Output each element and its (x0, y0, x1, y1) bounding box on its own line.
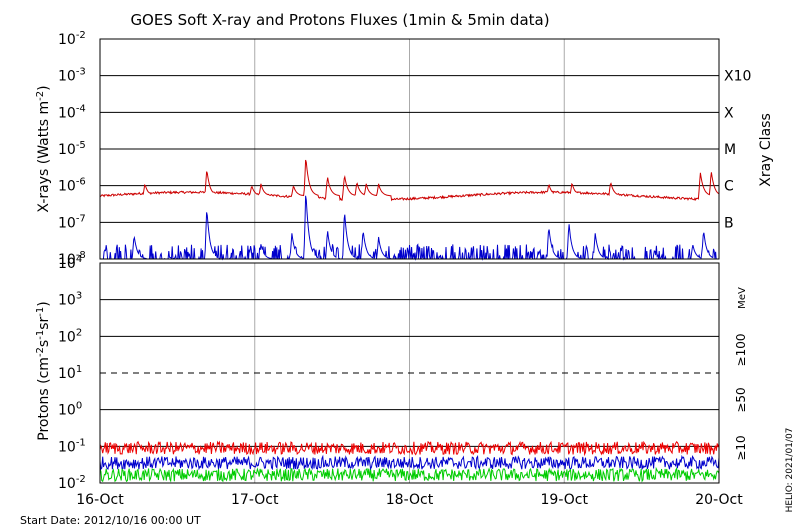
xray-y-tick-label: 10-8 (58, 250, 86, 268)
xray-y-tick-label: 10-3 (58, 67, 86, 85)
x-axis-ticks: 16-Oct 17-Oct 18-Oct 19-Oct 20-Oct (76, 492, 743, 508)
credit-stamp: HELIO: 2021/01/07 (785, 428, 795, 513)
xray-y-tick-label: 10-6 (58, 177, 86, 195)
proton-y-tick-label: 100 (58, 401, 82, 419)
proton-y-tick-label: 104 (58, 254, 82, 272)
xray-class-axis-title: Xray Class (758, 113, 774, 187)
x-tick-label: 18-Oct (386, 492, 434, 508)
xray-y-tick-label: 10-7 (58, 213, 86, 231)
xray-class-label: C (724, 179, 734, 195)
proton-plot-frame (99, 262, 720, 484)
proton-ylabel-sup1: -2 (35, 347, 46, 357)
energy-unit-label: MeV (737, 287, 748, 309)
proton-ylabel-mid: s (36, 340, 52, 347)
proton-y-tick-label: 102 (58, 327, 82, 345)
xray-y-tick-label: 10-5 (58, 140, 86, 158)
proton-series-line (99, 440, 720, 457)
x-tick-label: 17-Oct (231, 492, 279, 508)
proton-y-tick-label: 101 (58, 364, 82, 382)
xray-class-label: B (724, 215, 734, 231)
proton-ylabel-close: ) (36, 301, 52, 306)
proton-y-axis-label: Protons (cm-2s-1sr-1) (35, 301, 52, 440)
xray-ylabel-main: X-rays (Watts m (36, 101, 52, 213)
xray-class-label: X (724, 105, 734, 121)
xray-series-line (99, 159, 720, 202)
xray-y-tick-label: 10-2 (58, 30, 86, 48)
xray-plot-frame (99, 38, 720, 260)
xray-grid (100, 39, 719, 259)
xray-class-labels: X10 X M C B (724, 69, 751, 232)
proton-ylabel-main: Protons (cm (36, 357, 52, 441)
proton-y-ticks: 104 103 102 101 100 10-1 10-2 (58, 254, 86, 492)
proton-y-tick-label: 10-2 (58, 474, 86, 492)
proton-y-tick-label: 10-1 (58, 437, 86, 455)
proton-series (99, 440, 720, 483)
proton-grid (100, 263, 719, 483)
xray-ylabel-sup: -2 (35, 91, 46, 101)
proton-ylabel-sup3: -1 (35, 307, 46, 317)
proton-ylabel-mid2: sr (36, 316, 52, 329)
proton-y-tick-label: 103 (58, 291, 82, 309)
xray-class-label: M (724, 142, 736, 158)
x-tick-label: 19-Oct (541, 492, 589, 508)
xray-y-axis-label: X-rays (Watts m-2) (35, 85, 52, 212)
xray-y-tick-label: 10-4 (58, 103, 86, 121)
legend-ge50: ≥50 (734, 387, 748, 412)
proton-series-line (99, 454, 720, 471)
legend-ge10: ≥10 (734, 435, 748, 460)
xray-y-ticks: 10-8 10-7 10-6 10-5 10-4 10-3 10-2 (58, 30, 86, 268)
xray-class-label: X10 (724, 69, 751, 85)
xray-ylabel-close: ) (36, 85, 52, 90)
chart-title: GOES Soft X-ray and Protons Fluxes (1min… (130, 11, 549, 29)
proton-ylabel-sup2: -1 (35, 330, 46, 340)
x-tick-label: 20-Oct (695, 492, 743, 508)
proton-series-line (99, 466, 720, 483)
x-tick-label: 16-Oct (76, 492, 124, 508)
start-date: Start Date: 2012/10/16 00:00 UT (20, 514, 201, 527)
legend-ge100: ≥100 (734, 334, 748, 367)
